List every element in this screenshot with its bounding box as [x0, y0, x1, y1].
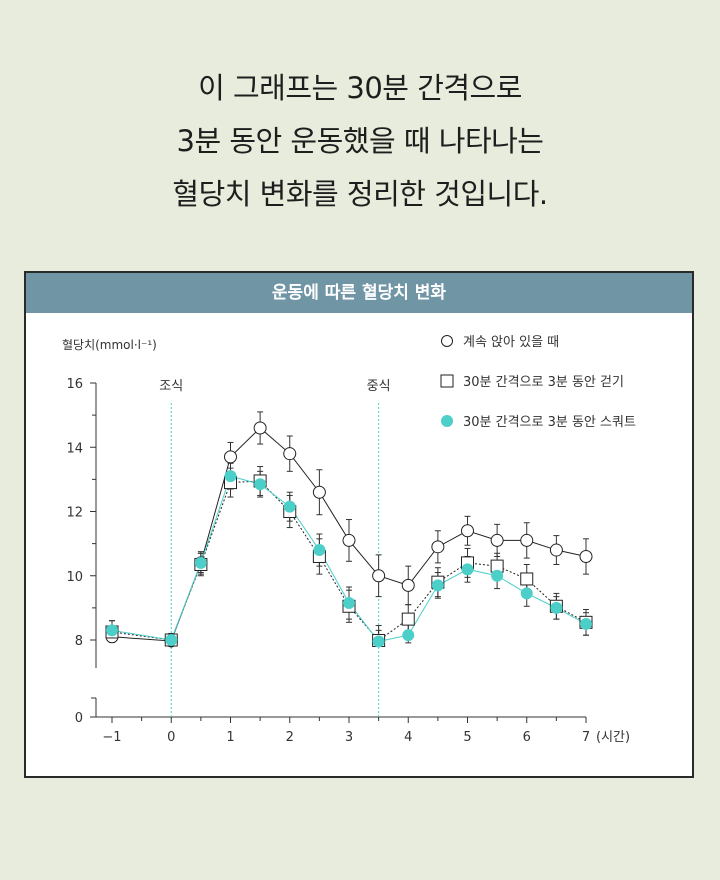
data-point-circle [401, 578, 415, 592]
data-point-circle [461, 524, 474, 538]
headline-line-3: 혈당치 변화를 정리한 것입니다. [172, 177, 548, 211]
x-tick-label: 0 [167, 730, 175, 745]
x-tick-label: 7 [582, 730, 590, 745]
data-point-filled [520, 587, 533, 600]
y-tick-label: 16 [66, 377, 83, 392]
data-point-filled [313, 544, 326, 557]
data-point-circle [342, 533, 356, 547]
series-line [111, 427, 587, 642]
data-point-filled [402, 629, 415, 642]
data-point-filled [283, 500, 296, 513]
legend-label: 30분 간격으로 3분 동안 걷기 [463, 375, 624, 390]
data-point-filled [224, 470, 237, 483]
x-axis-label: (시간) [596, 730, 630, 745]
chart-card: 운동에 따른 혈당치 변화 혈당치(mmol·l⁻¹) 0 8 10 12 14 16 −1 0… [24, 271, 694, 778]
data-point-square [401, 612, 415, 626]
y-axis-label: 혈당치(mmol·l⁻¹) [62, 338, 157, 352]
series-line [111, 475, 587, 642]
data-point-filled [343, 597, 355, 610]
x-tick-label: −1 [102, 730, 121, 745]
x-tick-label: 6 [523, 730, 531, 745]
data-point-filled [550, 601, 563, 614]
headline: 이 그래프는 30분 간격으로 3분 동안 운동했을 때 나타나는 혈당치 변화… [0, 62, 720, 221]
data-point-filled [431, 579, 444, 592]
data-point-circle [490, 533, 504, 547]
y-tick-label: 14 [66, 441, 83, 456]
series-line [111, 480, 587, 642]
legend-marker-circle [441, 335, 453, 347]
chart-title: 운동에 따른 혈당치 변화 [26, 273, 692, 313]
data-point-filled [106, 624, 118, 637]
y-tick-label: 0 [75, 711, 83, 726]
x-tick-label: 4 [404, 730, 412, 745]
series-3-markers [106, 470, 592, 648]
data-point-circle [372, 569, 386, 583]
x-tick-label: 2 [286, 730, 294, 745]
x-tick-label: 1 [226, 730, 234, 745]
y-tick-label: 10 [66, 570, 83, 585]
data-point-circle [253, 421, 267, 435]
x-tick-label: 5 [463, 730, 471, 745]
data-point-filled [254, 478, 267, 491]
data-point-circle [431, 540, 445, 554]
data-point-square [520, 572, 534, 586]
headline-line-1: 이 그래프는 30분 간격으로 [198, 71, 522, 105]
y-tick-label: 12 [66, 506, 83, 521]
headline-line-2: 3분 동안 운동했을 때 나타나는 [176, 124, 544, 158]
data-point-circle [549, 543, 563, 557]
meal-marker-label: 중식 [367, 379, 391, 394]
data-point-circle [579, 549, 593, 563]
legend-label: 30분 간격으로 3분 동안 스쿼트 [463, 415, 636, 430]
series [105, 411, 593, 648]
data-point-filled [165, 634, 178, 646]
data-point-circle [224, 450, 237, 464]
y-tick-label: 8 [75, 634, 83, 649]
x-tick-label: 3 [345, 730, 353, 745]
data-point-circle [283, 447, 297, 461]
legend-marker-filled [441, 415, 453, 427]
legend-marker-square [440, 374, 454, 388]
data-point-circle [520, 533, 534, 547]
data-point-filled [194, 556, 207, 569]
legend-label: 계속 앉아 있을 때 [463, 335, 559, 350]
legend: 계속 앉아 있을 때 30분 간격으로 3분 동안 걷기 30분 간격으로 3분 동… [440, 335, 636, 430]
data-point-filled [491, 569, 504, 582]
data-point-filled [372, 635, 385, 648]
data-point-circle [312, 485, 326, 499]
series-1 [109, 411, 589, 644]
data-point-filled [580, 617, 592, 630]
data-point-filled [461, 563, 474, 576]
meal-marker-label: 조식 [159, 379, 183, 394]
